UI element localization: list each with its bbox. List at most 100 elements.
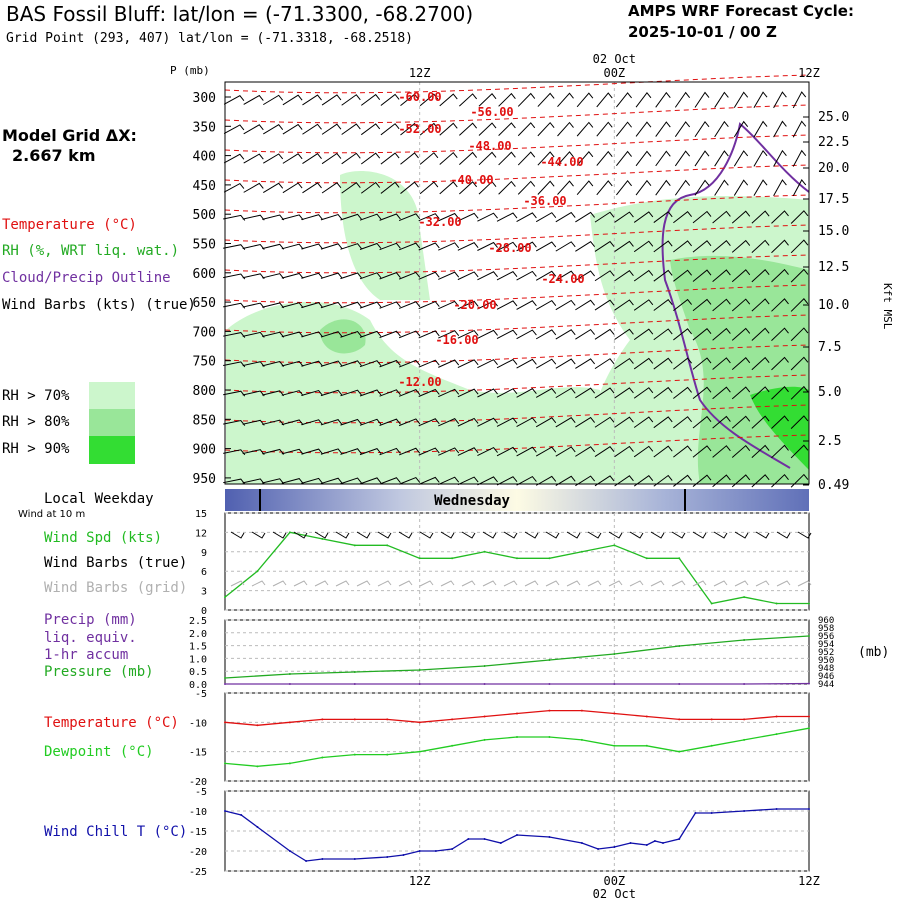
wind-speed-line-point (613, 544, 616, 547)
surface-wind-barb (566, 531, 581, 539)
wind-barb (281, 302, 304, 309)
pressure-line-point (224, 677, 226, 679)
wind-barb (714, 91, 729, 108)
wind-barb (262, 273, 285, 279)
wind-barb (459, 93, 478, 107)
pressure-line-point (743, 639, 746, 641)
wind-speed-line-point (808, 602, 810, 605)
wind-chill-line-point (597, 848, 600, 850)
wind-barb (223, 153, 245, 164)
wind-barb (340, 360, 362, 368)
wind-barb (418, 359, 440, 368)
wind-chill-line-point (662, 842, 664, 844)
temperature-line-point (743, 718, 746, 721)
wind-barb (674, 121, 691, 137)
wind-barb (321, 152, 342, 165)
wind-barb (400, 152, 419, 165)
pressure-right-tick: 946 (818, 672, 834, 682)
wind-barb (262, 419, 285, 426)
wind-barb (575, 446, 596, 457)
wind-barb (694, 120, 710, 138)
wind-barb (301, 360, 324, 367)
wind-barb (771, 356, 789, 371)
wind-barb (223, 124, 245, 135)
wind-barb (751, 444, 770, 459)
isotherm-label: -16.00 (435, 333, 478, 347)
wind-speed-line-point (386, 544, 389, 547)
wind-barb (576, 150, 594, 166)
wind-barb (653, 357, 673, 370)
wind-barb (575, 328, 596, 340)
wind-barb (731, 444, 751, 458)
wind-barb (321, 94, 342, 106)
wind-barb (753, 120, 768, 138)
surface-grid-barb (482, 580, 497, 587)
wind-barb (418, 476, 440, 485)
wind-chill-line-point (483, 838, 486, 840)
time-tick-top: 00Z (603, 66, 625, 80)
legend-rh: RH (%, WRT liq. wat.) (2, 243, 180, 259)
model-grid-label: Model Grid ΔX: (2, 126, 137, 145)
pressure-right-tick: 954 (818, 640, 834, 650)
surface-grid-barb (692, 580, 707, 587)
wind-barb (262, 360, 285, 367)
wind-barb (673, 357, 693, 370)
isotherm-label: -52.00 (398, 122, 441, 136)
dewpoint-line-point (288, 762, 291, 765)
wind-barb (477, 359, 498, 369)
legend-rh80-label: RH > 80% (2, 414, 70, 430)
dewpoint-line-point (224, 762, 226, 765)
pressure-tick-label: 450 (193, 179, 216, 194)
wind-barb (477, 300, 498, 310)
wind-barb (731, 415, 751, 429)
surface-wind-barb (776, 531, 791, 539)
wind-barb (537, 121, 555, 137)
wind-barb (594, 270, 615, 282)
legend-temperature: Temperature (°C) (2, 217, 137, 233)
surface-grid-barb (755, 580, 770, 587)
wind-barb (614, 240, 634, 252)
wind-barb (674, 179, 691, 196)
wind-barb (655, 91, 671, 108)
wind-barb (242, 478, 265, 485)
wind-barb (457, 476, 479, 486)
wind-barb (576, 92, 594, 108)
wind-barb (516, 446, 537, 457)
wind-barb (653, 416, 673, 429)
wind-barb (751, 269, 770, 283)
wind-barb (633, 211, 654, 223)
isotherm-label: -24.00 (541, 272, 584, 286)
wind-barb (223, 302, 246, 309)
wind-barb (359, 418, 382, 426)
wind-barb (790, 385, 809, 400)
wind-barb (418, 242, 440, 251)
wind-barb (320, 213, 343, 221)
wind-barb (633, 299, 654, 311)
wind-barb (282, 94, 303, 106)
wind-barb (692, 240, 712, 253)
wind-barb (557, 92, 574, 108)
wind-barb (535, 475, 557, 486)
wind-barb (477, 417, 498, 427)
wind-barb (438, 271, 460, 280)
surface-wind-barb (629, 531, 644, 539)
wind-barb (614, 270, 634, 282)
wind-barb (418, 447, 440, 456)
wind-barb (714, 120, 729, 138)
wind-barb (359, 301, 382, 309)
temperature-line-point (288, 721, 291, 724)
wind-barb (477, 212, 498, 222)
surface-grid-barb (734, 580, 749, 587)
wind-barb (341, 94, 361, 106)
wind-barb (263, 94, 284, 106)
surface-wind-barb (713, 531, 728, 539)
wind-barb (380, 181, 400, 194)
wind-barb (301, 243, 324, 250)
wind-chill-line-point (240, 814, 243, 816)
wind-barb (576, 180, 594, 196)
isotherm-line (224, 224, 810, 244)
wind-barb (692, 210, 712, 224)
rh90-region (750, 386, 809, 470)
wind-barb (400, 181, 419, 194)
